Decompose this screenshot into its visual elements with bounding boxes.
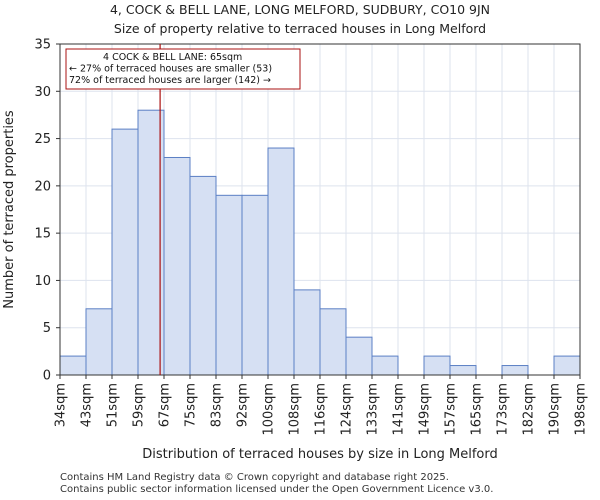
y-tick-label: 30 bbox=[34, 85, 51, 100]
x-tick-label: 133sqm bbox=[366, 383, 381, 436]
x-tick-label: 59sqm bbox=[132, 383, 147, 427]
histogram-bar bbox=[449, 365, 477, 376]
x-tick-label: 34sqm bbox=[54, 383, 69, 427]
x-tick-label: 108sqm bbox=[288, 383, 303, 436]
y-tick-label: 0 bbox=[43, 369, 51, 384]
histogram-bar bbox=[59, 355, 87, 376]
histogram-bar bbox=[371, 355, 399, 376]
x-tick-label: 149sqm bbox=[418, 383, 433, 436]
histogram-bar bbox=[293, 289, 321, 376]
histogram-bar bbox=[501, 365, 529, 376]
histogram-chart: 0 5 10 15 20 25 30 35 34sqm 43sqm 51sqm 59sqm 67sqm 7… bbox=[2, 38, 589, 463]
histogram-bar bbox=[553, 355, 581, 376]
y-tick-label: 15 bbox=[34, 227, 51, 242]
histogram-bar bbox=[267, 147, 295, 376]
histogram-bar bbox=[189, 175, 217, 376]
x-tick-label: 75sqm bbox=[184, 383, 199, 427]
x-tick-label: 124sqm bbox=[340, 383, 355, 436]
histogram-bar bbox=[85, 308, 113, 376]
histogram-bar bbox=[345, 336, 373, 376]
y-tick-label: 10 bbox=[34, 274, 51, 289]
x-tick-label: 51sqm bbox=[106, 383, 121, 427]
y-tick-label: 35 bbox=[34, 38, 51, 53]
x-tick-label: 182sqm bbox=[522, 383, 537, 436]
annotation-line: 72% of terraced houses are larger (142) … bbox=[69, 75, 271, 86]
annotation-box bbox=[65, 48, 301, 90]
footer-line-1: Contains HM Land Registry data © Crown c… bbox=[60, 472, 449, 483]
chart-title: 4, COCK & BELL LANE, LONG MELFORD, SUDBU… bbox=[109, 2, 491, 17]
x-tick-label: 141sqm bbox=[392, 383, 407, 436]
histogram-bar bbox=[319, 308, 347, 376]
x-tick-label: 190sqm bbox=[548, 383, 563, 436]
y-tick-label: 5 bbox=[43, 321, 51, 336]
x-tick-label: 100sqm bbox=[262, 383, 277, 436]
y-axis-label: Number of terraced properties bbox=[2, 110, 17, 309]
histogram-bar bbox=[111, 128, 139, 376]
chart-subtitle: Size of property relative to terraced ho… bbox=[113, 21, 487, 36]
histogram-bar bbox=[163, 156, 191, 376]
x-tick-label: 116sqm bbox=[314, 383, 329, 436]
x-axis-label: Distribution of terraced houses by size … bbox=[142, 447, 498, 462]
annotation-line: ← 27% of terraced houses are smaller (53… bbox=[69, 64, 272, 75]
x-tick-label: 173sqm bbox=[496, 383, 511, 436]
x-tick-label: 198sqm bbox=[574, 383, 589, 436]
x-tick-label: 92sqm bbox=[236, 383, 251, 427]
annotation-line: 4 COCK & BELL LANE: 65sqm bbox=[103, 52, 242, 63]
histogram-bar bbox=[241, 194, 269, 376]
histogram-bar bbox=[423, 355, 451, 376]
y-tick-label: 25 bbox=[34, 132, 51, 147]
x-tick-label: 157sqm bbox=[444, 383, 459, 436]
y-tick-label: 20 bbox=[34, 179, 51, 194]
x-tick-label: 67sqm bbox=[158, 383, 173, 427]
histogram-bar bbox=[215, 194, 243, 376]
footer-line-2: Contains public sector information licen… bbox=[60, 484, 494, 495]
x-tick-label: 43sqm bbox=[80, 383, 95, 427]
x-tick-label: 83sqm bbox=[210, 383, 225, 427]
x-tick-label: 165sqm bbox=[470, 383, 485, 436]
